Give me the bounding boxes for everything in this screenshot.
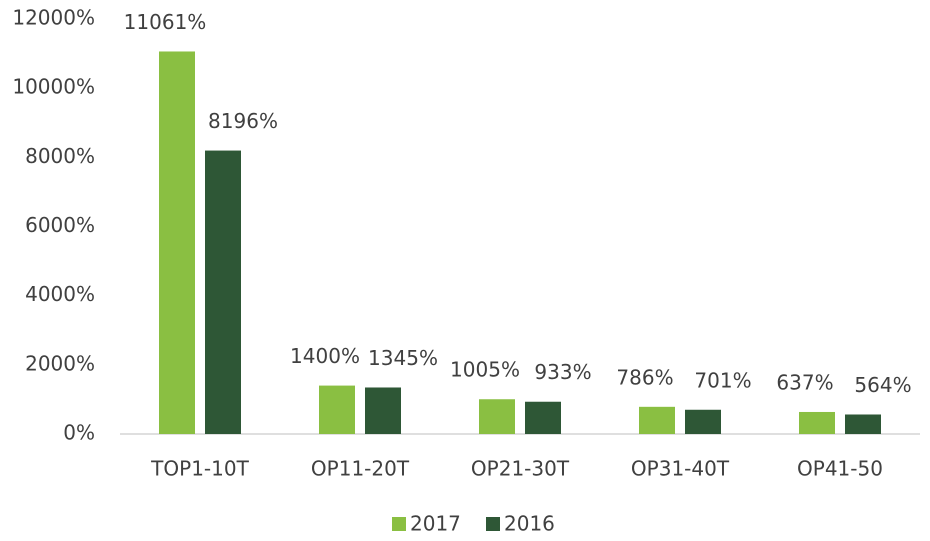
bar: [799, 411, 835, 434]
bar: [639, 406, 675, 434]
data-label: 564%: [854, 373, 911, 397]
data-label: 637%: [776, 370, 833, 394]
legend-swatch: [392, 517, 406, 531]
x-tick-label: OP11-20T: [311, 457, 410, 481]
x-tick-label: OP41-50: [797, 457, 883, 481]
y-tick-label: 0%: [63, 421, 95, 445]
y-tick-label: 6000%: [25, 213, 95, 237]
y-tick-label: 12000%: [12, 6, 95, 30]
bar: [685, 409, 721, 434]
x-tick-label: OP21-30T: [471, 457, 570, 481]
bar: [479, 399, 515, 434]
x-tick-label: TOP1-10T: [150, 457, 249, 481]
data-label: 11061%: [124, 10, 207, 34]
data-label: 8196%: [208, 109, 278, 133]
data-label: 786%: [616, 365, 673, 389]
y-tick-label: 2000%: [25, 351, 95, 375]
legend-label: 2016: [504, 512, 555, 536]
bar: [845, 414, 881, 434]
bar: [525, 401, 561, 434]
data-label: 933%: [534, 360, 591, 384]
data-label: 701%: [694, 368, 751, 392]
legend-label: 2017: [410, 512, 461, 536]
y-tick-label: 4000%: [25, 282, 95, 306]
x-tick-label: OP31-40T: [631, 457, 730, 481]
data-label: 1345%: [368, 346, 438, 370]
bar: [205, 150, 241, 434]
legend-swatch: [486, 517, 500, 531]
y-tick-label: 8000%: [25, 144, 95, 168]
bar: [319, 385, 355, 434]
bar: [365, 387, 401, 434]
y-tick-label: 10000%: [12, 75, 95, 99]
data-label: 1005%: [450, 358, 520, 382]
data-label: 1400%: [290, 344, 360, 368]
bar: [159, 51, 195, 434]
